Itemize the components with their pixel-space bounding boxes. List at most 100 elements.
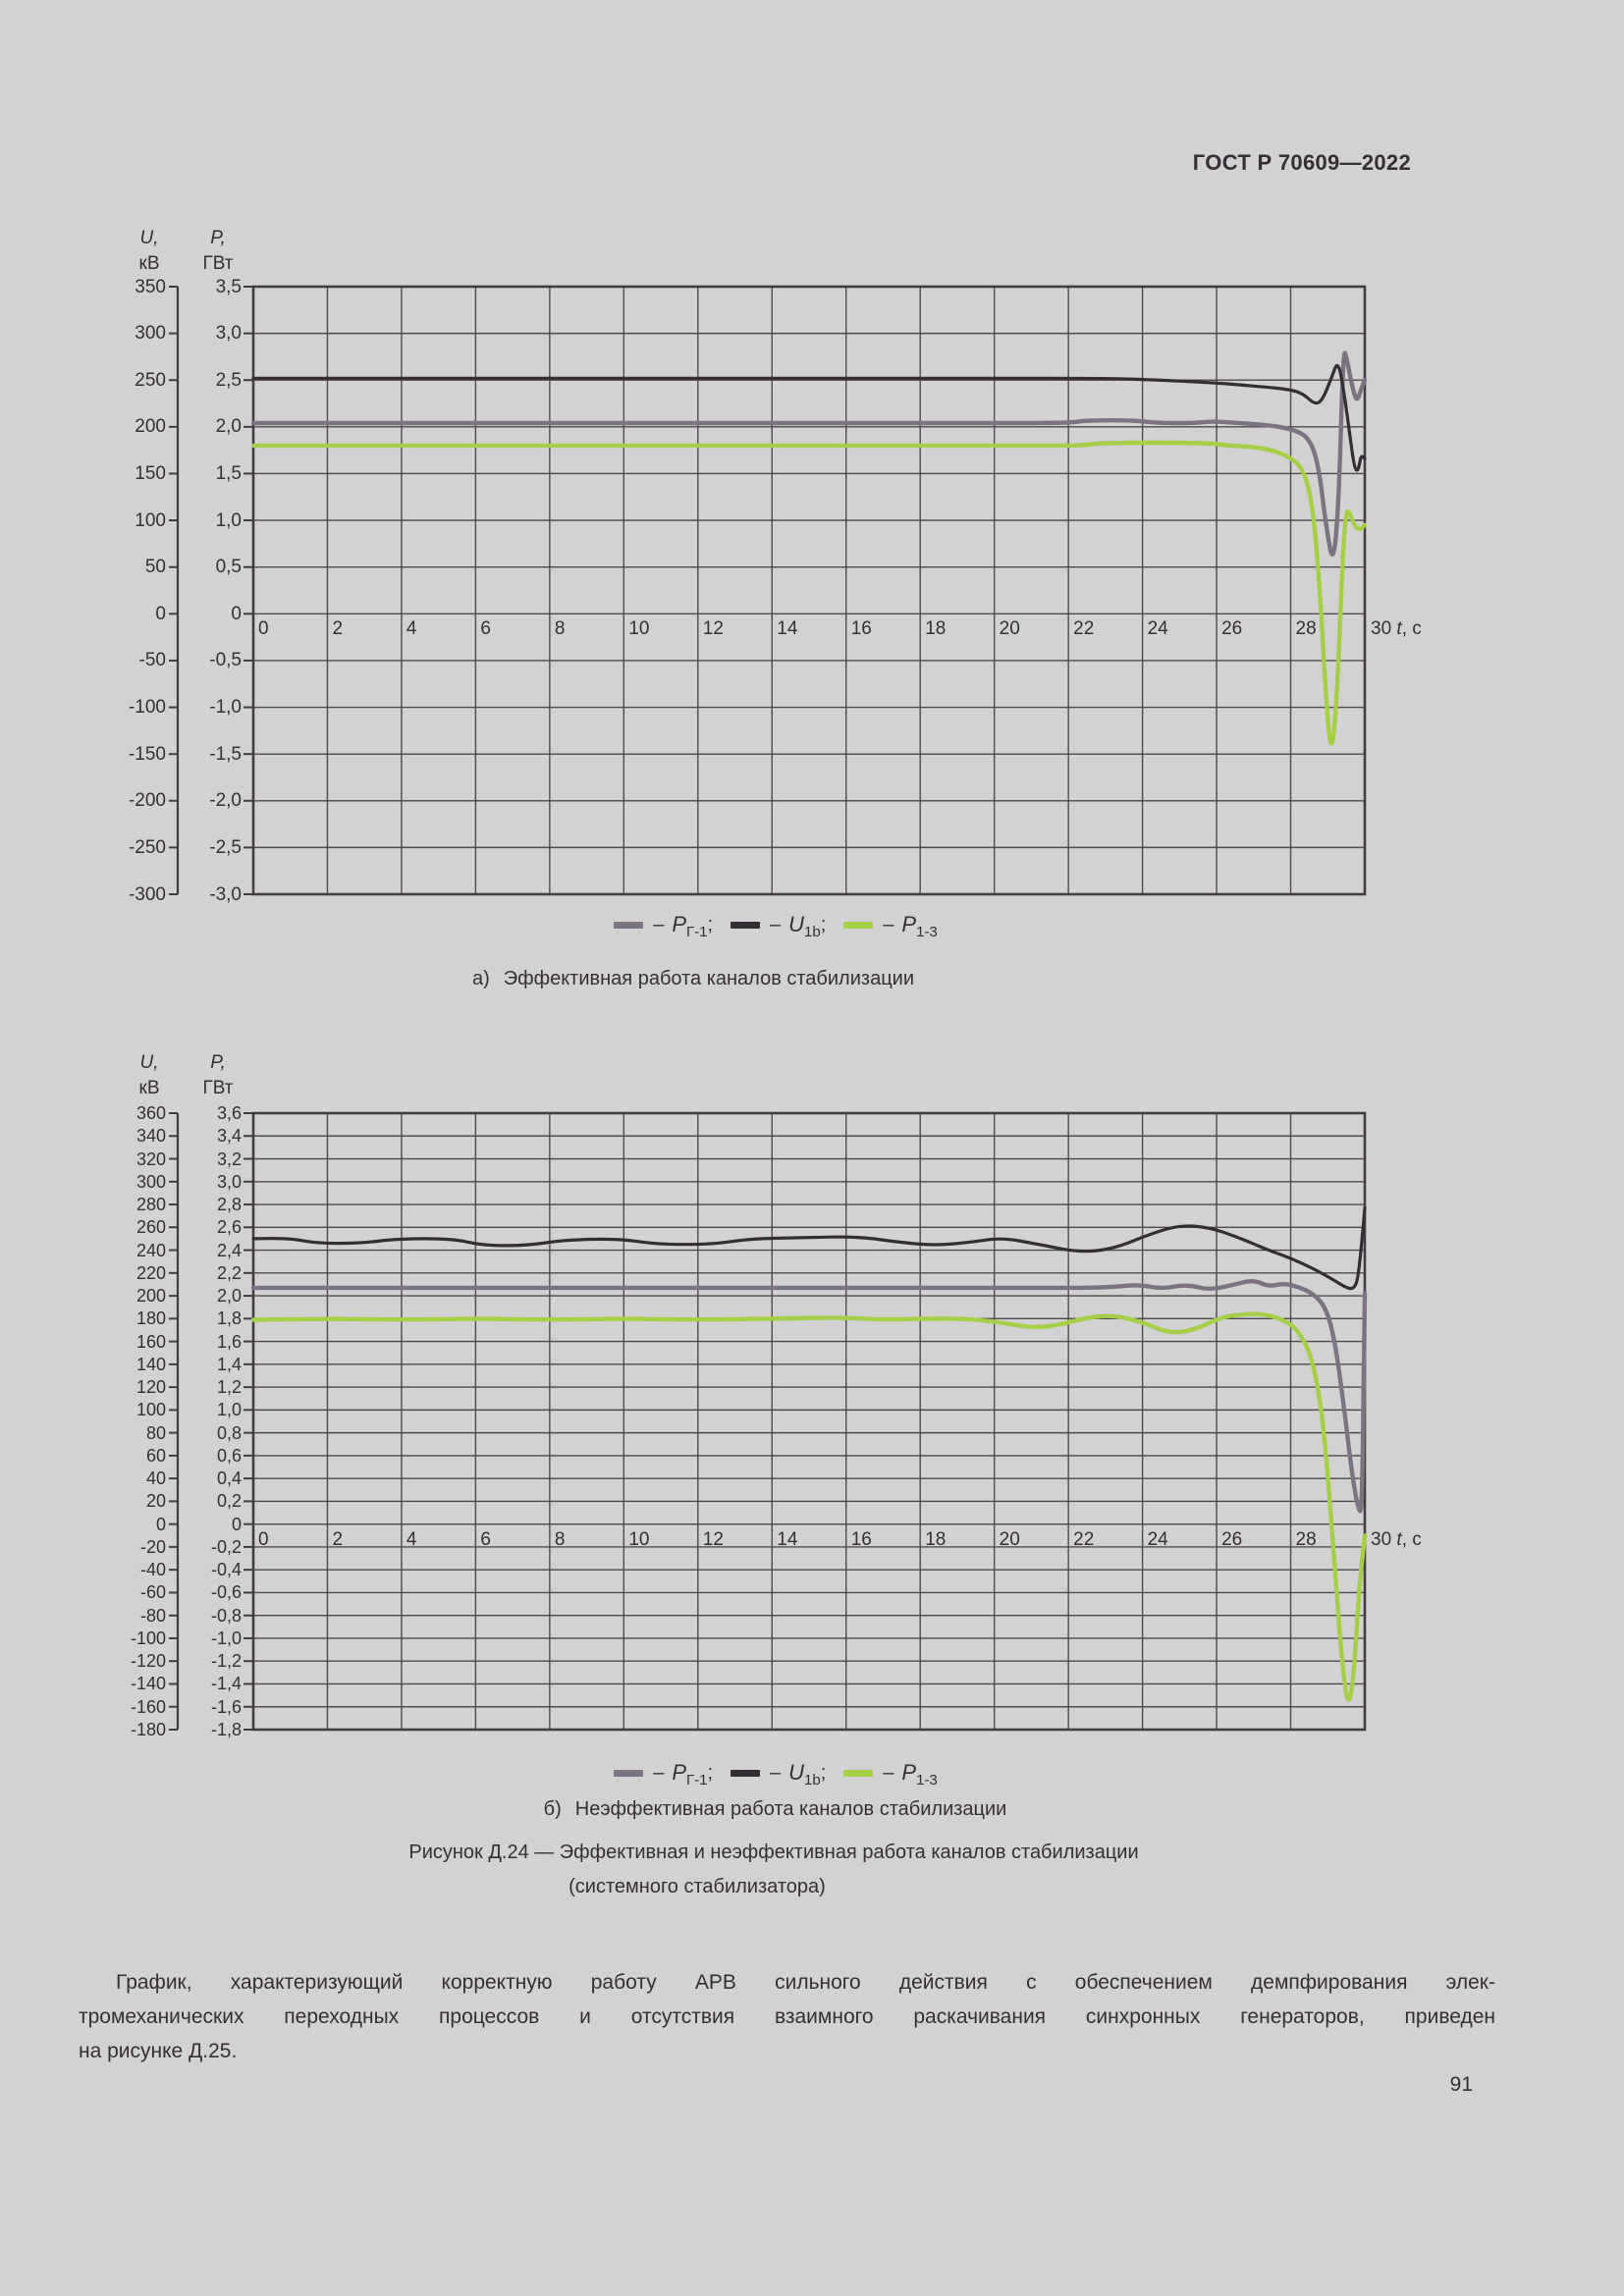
u-axis-title: U, кВ (100, 1050, 198, 1101)
p-axis-title-unit: ГВт (202, 1078, 234, 1098)
legend-dash: – (770, 1761, 782, 1784)
x-axis-label: 24 (1147, 618, 1168, 640)
legend-swatch-green (843, 921, 874, 929)
legend-swatch-black (731, 921, 761, 929)
p-axis-label: 3,0 (216, 1171, 242, 1192)
u-axis-label: -140 (130, 1674, 166, 1694)
u-axis-label: -80 (139, 1605, 166, 1626)
u-axis-label: -50 (138, 650, 166, 671)
x-axis-label: 4 (406, 1528, 417, 1550)
p-axis-label: 0 (231, 603, 242, 624)
figure-caption-line2: (системного стабилизатора) (568, 1876, 826, 1897)
u-axis-label: 300 (135, 323, 166, 345)
u-axis-label: 180 (135, 1308, 166, 1329)
legend-separator: ; (707, 913, 714, 935)
p-axis-label: -1,4 (210, 1674, 242, 1694)
p-axis-label: -0,5 (209, 650, 242, 671)
body-paragraph: График, характеризующий корректную работ… (79, 1965, 1495, 2068)
chart-caption-b: б) Неэффективная работа каналов стабилиза… (253, 1798, 1297, 1821)
u-axis-label: 320 (135, 1148, 166, 1169)
p-axis-label: -1,2 (210, 1651, 242, 1672)
x-axis-label: 26 (1221, 1528, 1243, 1550)
series-U_1b (251, 363, 1367, 472)
figure-caption-line1: Рисунок Д.24 — Эффективная и неэффективн… (408, 1842, 1139, 1863)
u-axis-label: -250 (128, 836, 166, 858)
x-axis-label: 14 (777, 618, 798, 640)
x-axis-label: 18 (925, 1528, 947, 1550)
u-axis-label: 260 (135, 1217, 166, 1238)
p-axis-title-symbol: P, (210, 228, 226, 248)
series-P_Г-1 (250, 350, 1368, 557)
u-axis-label: 20 (145, 1491, 166, 1512)
legend-item: – U 1b; (731, 912, 827, 940)
chart-b (169, 1111, 1368, 1732)
chart-caption-prefix: а) (472, 968, 490, 989)
p-axis-label: 0,2 (216, 1491, 242, 1512)
legend-separator: ; (820, 1761, 827, 1784)
legend-label-subscript: 1-3 (916, 923, 938, 940)
x-axis-label: 20 (999, 1528, 1020, 1550)
legend-label: P (901, 912, 917, 936)
u-axis-label: 150 (135, 462, 166, 484)
u-axis-label: 350 (135, 276, 166, 297)
p-axis-label: -0,2 (210, 1536, 242, 1557)
x-axis-label: 14 (777, 1528, 798, 1550)
u-axis-label: 240 (135, 1240, 166, 1260)
p-axis-label: 2,4 (216, 1240, 242, 1260)
series-U_1b (251, 1205, 1367, 1291)
p-axis-label: 1,2 (216, 1377, 242, 1398)
x-axis-label: 4 (406, 618, 417, 640)
p-axis-label: -2,5 (209, 836, 242, 858)
u-axis-title: U, кВ (100, 226, 198, 277)
legend-item: – P 1-3 (843, 912, 938, 940)
p-axis-label: 1,0 (215, 509, 242, 531)
plot-frame (251, 285, 1367, 896)
u-axis-label: 200 (135, 416, 166, 438)
u-axis-label: -150 (128, 743, 166, 765)
u-axis-label: -40 (139, 1560, 166, 1580)
p-axis-title: P, ГВт (169, 226, 267, 277)
p-axis-label: 2,5 (215, 369, 242, 391)
p-axis-label: -1,8 (210, 1720, 242, 1739)
u-axis-label: 80 (145, 1422, 166, 1443)
x-axis-label: 6 (480, 1528, 491, 1550)
u-axis-label: -100 (128, 697, 166, 719)
x-axis-label: 10 (628, 618, 650, 640)
paragraph-line: тромеханических переходных процессов и о… (79, 2005, 1495, 2028)
p-axis-label: -3,0 (209, 883, 242, 905)
u-axis-label: 100 (135, 1400, 166, 1420)
x-axis-label: 22 (1073, 618, 1095, 640)
x-axis-label: 10 (628, 1528, 650, 1550)
x-axis-label: 26 (1221, 618, 1243, 640)
u-axis-label: -200 (128, 790, 166, 812)
x-axis-end-label: 30 t, с (1371, 619, 1459, 638)
p-axis-label: 1,8 (216, 1308, 242, 1329)
x-axis-label: 18 (925, 618, 947, 640)
x-axis-label: 8 (554, 618, 566, 640)
u-axis-label: 100 (135, 509, 166, 531)
p-axis-label: 0 (231, 1514, 242, 1534)
x-axis-label: 16 (850, 1528, 872, 1550)
u-axis-label: 50 (144, 557, 166, 578)
x-axis-label: 0 (258, 618, 269, 640)
legend-separator: ; (820, 913, 827, 935)
page-header: ГОСТ Р 70609—2022 (1192, 150, 1411, 175)
paragraph-line: График, характеризующий корректную работ… (116, 1971, 1495, 1994)
legend-dash: – (770, 913, 782, 935)
series-P_Г-1 (250, 1278, 1368, 1514)
p-axis-label: 3,4 (216, 1126, 242, 1147)
x-axis-label: 22 (1073, 1528, 1095, 1550)
x-axis-label: 20 (999, 618, 1020, 640)
p-axis-label: 1,5 (215, 462, 242, 484)
x-axis-label: 2 (332, 618, 344, 640)
u-axis-label: 220 (135, 1262, 166, 1283)
chart-caption-prefix: б) (543, 1798, 562, 1820)
p-axis-label: -2,0 (209, 790, 242, 812)
p-axis-title-symbol: P, (210, 1052, 226, 1073)
u-axis-label: 0 (155, 1514, 166, 1534)
legend-dash: – (883, 913, 894, 935)
u-axis-title-symbol: U, (139, 1052, 159, 1073)
p-axis-label: -1,5 (209, 743, 242, 765)
u-axis-label: -60 (139, 1582, 166, 1603)
